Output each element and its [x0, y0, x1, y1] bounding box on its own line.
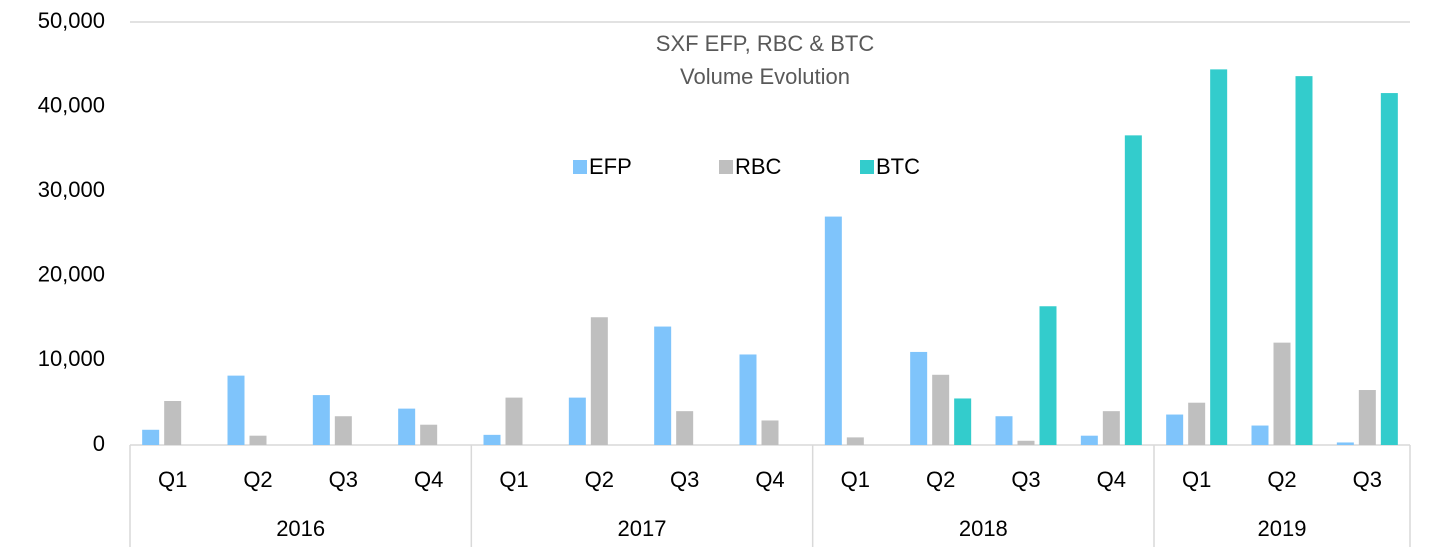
- bar: [227, 375, 245, 445]
- bar: [568, 397, 586, 445]
- x-tick-label: Q1: [499, 467, 528, 492]
- x-tick-label: Q2: [243, 467, 272, 492]
- y-tick-label: 30,000: [38, 177, 105, 202]
- bar: [761, 420, 779, 445]
- bar: [824, 216, 842, 445]
- bar: [846, 437, 864, 445]
- chart-subtitle: Volume Evolution: [680, 64, 850, 89]
- x-tick-label: Q1: [1182, 467, 1211, 492]
- bar: [1358, 390, 1376, 445]
- bar: [910, 351, 928, 445]
- bar: [398, 408, 416, 445]
- bar: [1039, 306, 1057, 445]
- x-tick-label: Q4: [1097, 467, 1126, 492]
- y-tick-label: 20,000: [38, 262, 105, 287]
- legend-swatch: [860, 160, 874, 174]
- bar: [420, 424, 438, 445]
- y-tick-label: 10,000: [38, 346, 105, 371]
- bar: [1336, 442, 1354, 445]
- legend-swatch: [573, 160, 587, 174]
- chart-title: SXF EFP, RBC & BTC: [656, 31, 875, 56]
- y-tick-label: 0: [93, 431, 105, 456]
- legend-label: RBC: [735, 154, 782, 179]
- bar: [590, 317, 608, 445]
- bar: [995, 416, 1013, 445]
- bar: [1124, 135, 1142, 445]
- bar: [1251, 425, 1269, 445]
- bar: [739, 354, 757, 445]
- x-tick-label: Q3: [1353, 467, 1382, 492]
- bar: [1188, 402, 1206, 445]
- y-tick-label: 40,000: [38, 92, 105, 117]
- bar: [1380, 93, 1398, 446]
- x-tick-label: Q3: [1011, 467, 1040, 492]
- x-tick-label: Q4: [414, 467, 443, 492]
- bar: [1017, 440, 1035, 445]
- x-tick-label: Q3: [329, 467, 358, 492]
- bar: [1210, 69, 1228, 445]
- bar: [249, 435, 267, 445]
- bar: [932, 374, 950, 445]
- x-tick-label: Q2: [585, 467, 614, 492]
- bar: [483, 434, 501, 445]
- bar: [954, 398, 972, 445]
- bar: [334, 416, 352, 445]
- bar: [1295, 76, 1313, 446]
- group-label: 2017: [618, 516, 667, 541]
- group-label: 2016: [276, 516, 325, 541]
- group-label: 2019: [1258, 516, 1307, 541]
- bar: [676, 411, 694, 445]
- x-tick-label: Q1: [158, 467, 187, 492]
- bar: [1080, 435, 1098, 445]
- bar: [312, 395, 330, 445]
- x-tick-label: Q2: [1267, 467, 1296, 492]
- bar: [164, 401, 182, 445]
- legend-swatch: [719, 160, 733, 174]
- bar: [505, 397, 523, 445]
- bar: [654, 326, 672, 445]
- bar: [1166, 414, 1184, 445]
- bar: [1273, 342, 1291, 445]
- group-label: 2018: [959, 516, 1008, 541]
- legend-label: BTC: [876, 154, 920, 179]
- x-tick-label: Q2: [926, 467, 955, 492]
- x-tick-label: Q4: [755, 467, 784, 492]
- x-tick-label: Q3: [670, 467, 699, 492]
- y-tick-label: 50,000: [38, 8, 105, 33]
- legend-label: EFP: [589, 154, 632, 179]
- bar: [1102, 411, 1120, 445]
- bar: [142, 429, 160, 445]
- x-tick-label: Q1: [841, 467, 870, 492]
